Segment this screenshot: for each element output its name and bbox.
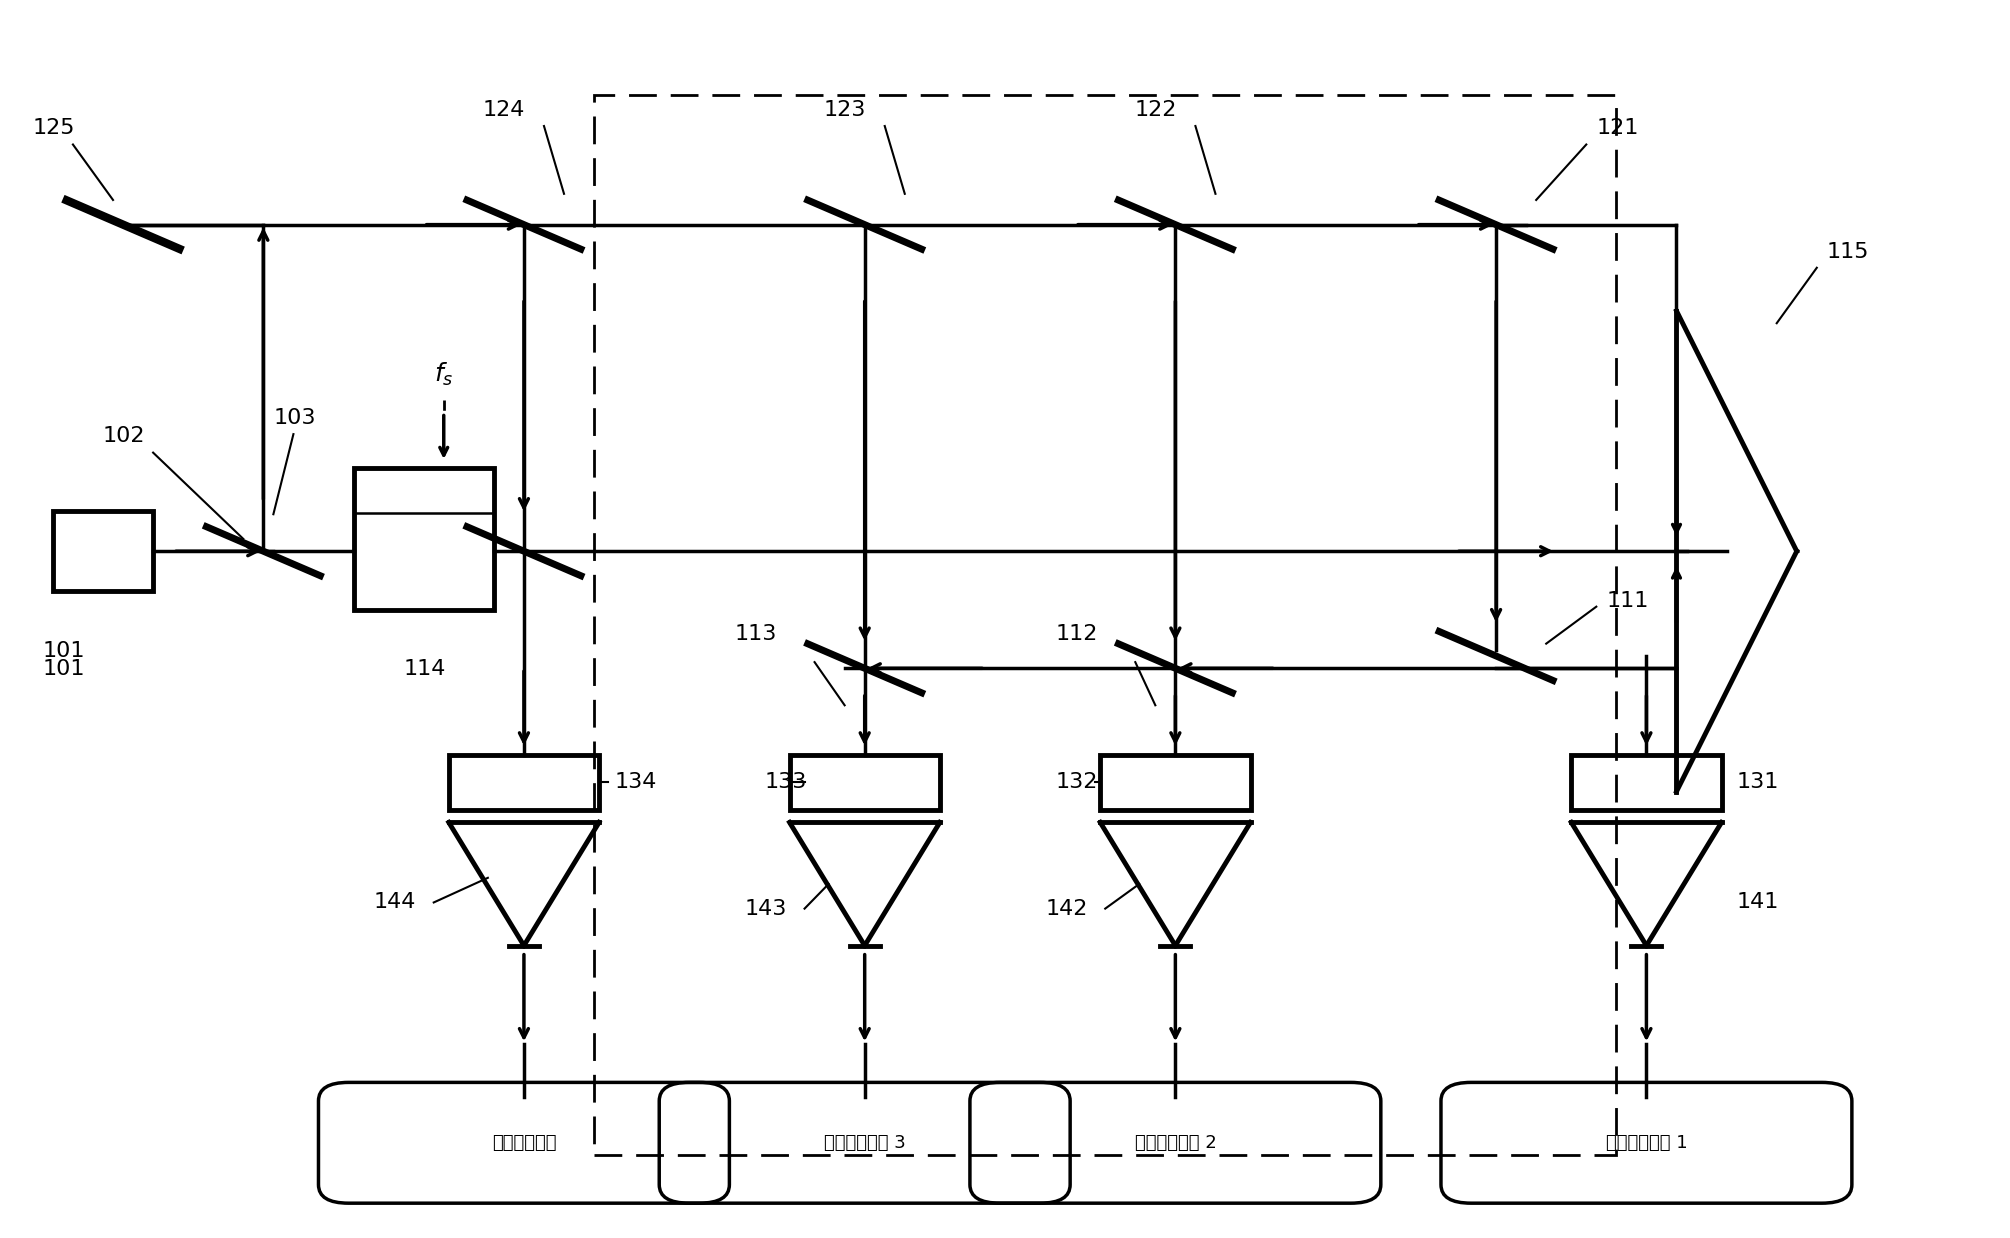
Text: 测量信号输出 3: 测量信号输出 3	[824, 1134, 907, 1151]
Text: 115: 115	[1827, 241, 1869, 261]
Text: 132: 132	[1055, 771, 1097, 791]
Bar	[1572, 755, 1723, 810]
Text: 131: 131	[1737, 771, 1779, 791]
Text: 134: 134	[615, 771, 657, 791]
Text: 141: 141	[1737, 893, 1779, 912]
Text: 103: 103	[273, 409, 316, 428]
Bar	[354, 468, 494, 610]
Text: 101: 101	[42, 640, 84, 661]
Bar	[1099, 755, 1250, 810]
Text: 参考信号输出: 参考信号输出	[492, 1134, 557, 1151]
Text: 125: 125	[32, 119, 74, 139]
Bar	[790, 755, 941, 810]
Text: 142: 142	[1045, 899, 1087, 919]
Text: 124: 124	[482, 100, 525, 120]
Text: 122: 122	[1134, 100, 1176, 120]
Text: 144: 144	[374, 893, 416, 912]
Text: 101: 101	[42, 659, 84, 680]
Text: 123: 123	[824, 100, 866, 120]
Text: 测量信号输出 2: 测量信号输出 2	[1134, 1134, 1216, 1151]
Text: 102: 102	[103, 426, 145, 447]
Text: $f_s$: $f_s$	[434, 360, 454, 387]
Text: 112: 112	[1055, 624, 1097, 644]
Text: 113: 113	[734, 624, 776, 644]
Text: 121: 121	[1596, 119, 1638, 139]
Text: 114: 114	[404, 659, 446, 680]
Text: 143: 143	[744, 899, 786, 919]
Text: 测量信号输出 1: 测量信号输出 1	[1606, 1134, 1686, 1151]
Text: 133: 133	[764, 771, 806, 791]
Bar	[448, 755, 599, 810]
Text: 111: 111	[1606, 591, 1648, 610]
Bar	[595, 95, 1616, 1155]
Bar	[52, 511, 153, 592]
